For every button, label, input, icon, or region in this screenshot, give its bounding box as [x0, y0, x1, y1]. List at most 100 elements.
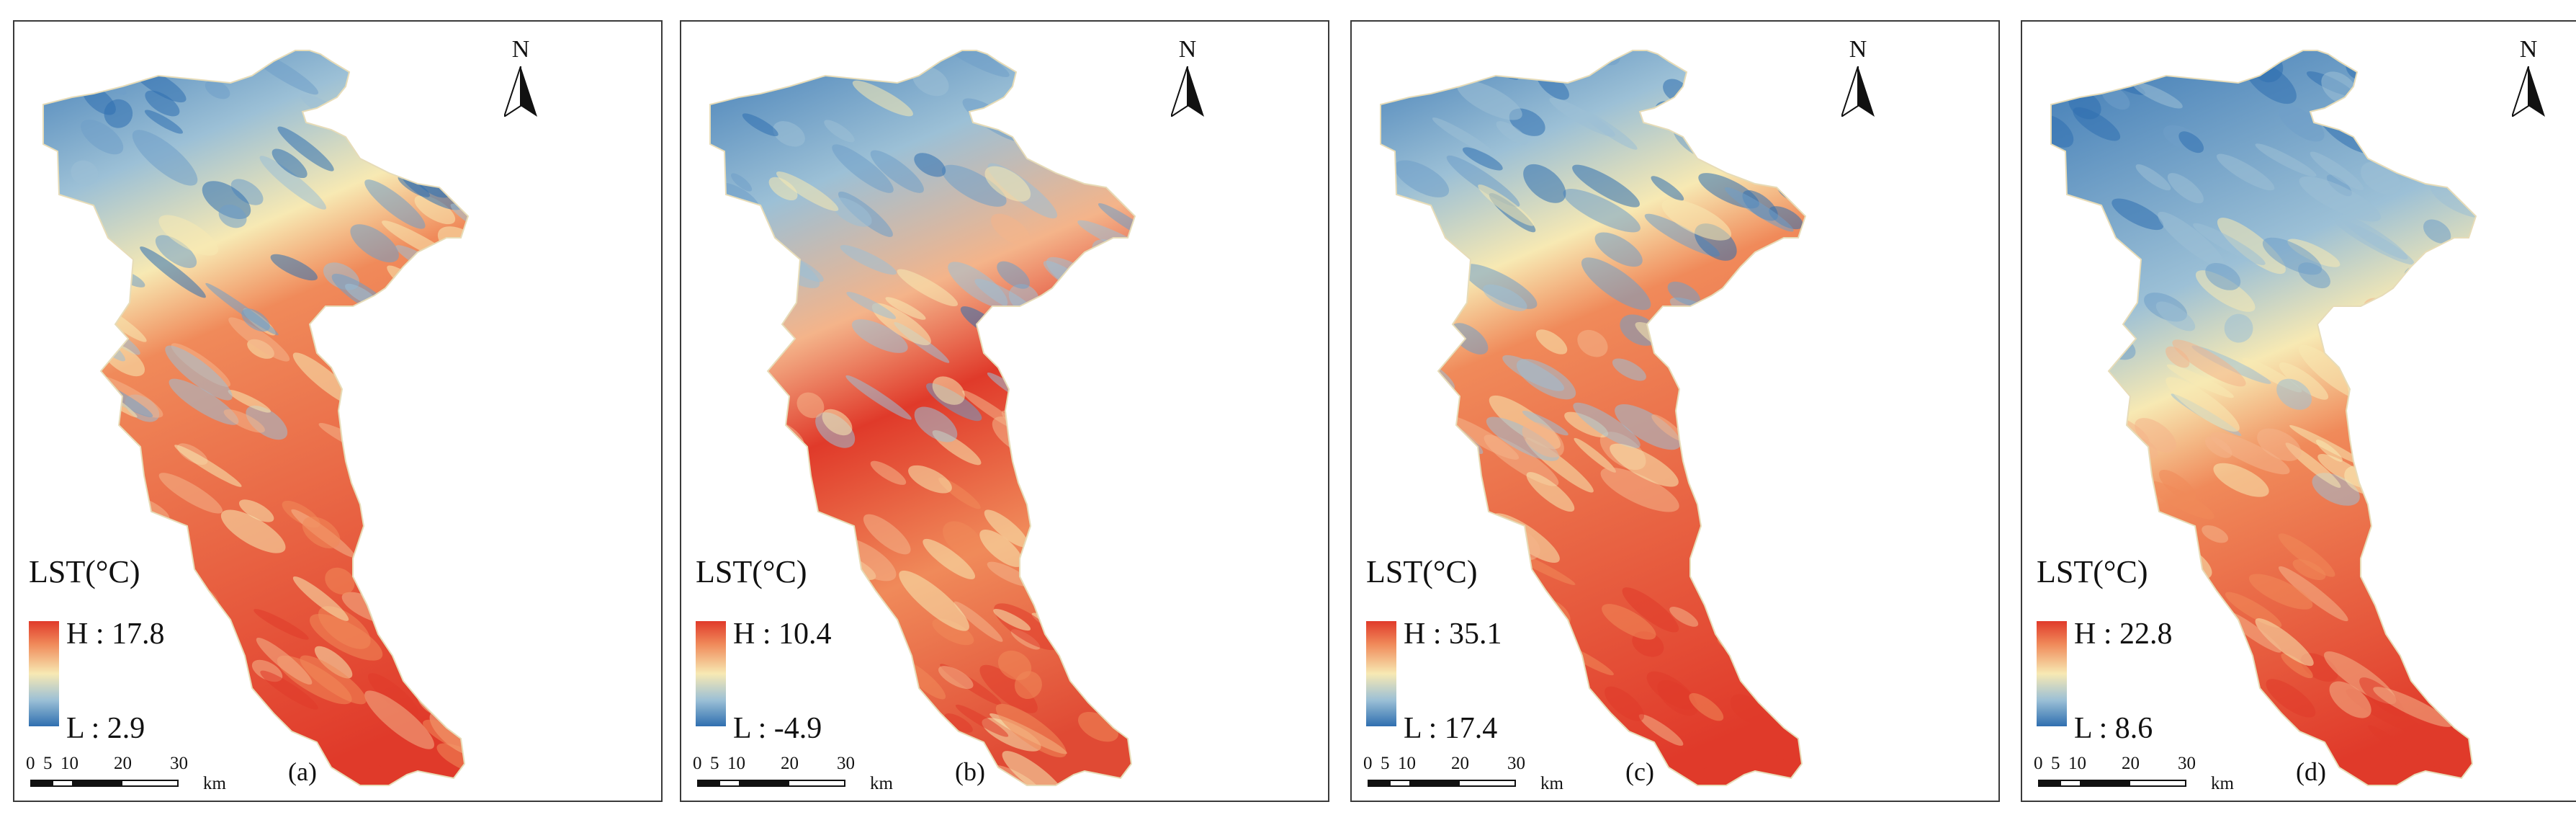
legend-title: LST(°C) — [696, 554, 807, 589]
raster-patch — [372, 50, 435, 79]
raster-patch — [2145, 481, 2214, 520]
raster-patch — [1107, 75, 1133, 97]
scale-tick: 20 — [2122, 754, 2140, 773]
raster-patch — [832, 144, 894, 193]
raster-patch — [984, 509, 1029, 548]
raster-patch — [364, 179, 426, 229]
raster-patch — [1669, 607, 1699, 627]
raster-patch — [1051, 51, 1099, 79]
raster-patch — [932, 376, 965, 405]
raster-patch — [1002, 751, 1066, 785]
scale-tick: 0 — [1363, 754, 1373, 773]
raster-patch — [1717, 602, 1761, 638]
raster-patch — [1777, 507, 1805, 543]
raster-patch — [1579, 109, 1638, 150]
raster-patch — [1002, 308, 1030, 333]
raster-patch — [1432, 117, 1495, 156]
raster-patch — [405, 457, 468, 507]
raster-patch — [367, 762, 395, 785]
raster-patch — [1526, 472, 1575, 512]
raster-patch — [2051, 316, 2107, 363]
map-raster — [43, 50, 468, 785]
raster-patch — [1687, 114, 1736, 146]
raster-patch — [2111, 198, 2164, 231]
raster-patch — [71, 160, 99, 186]
raster-patch — [2080, 477, 2156, 526]
raster-patch — [997, 650, 1032, 680]
raster-patch — [720, 467, 755, 496]
raster-patch — [1581, 257, 1651, 311]
raster-patch — [1098, 252, 1135, 300]
raster-patch — [2281, 653, 2313, 679]
raster-patch — [169, 378, 239, 425]
north-arrow: N — [495, 36, 546, 151]
raster-patch — [1383, 442, 1414, 468]
raster-patch — [710, 476, 748, 506]
raster-patch — [2060, 321, 2106, 357]
raster-patch — [1700, 767, 1736, 785]
map-panel-c: N LST(°C) H : 35.1 L : 17.4 0 5 10 20 30… — [1350, 20, 2000, 802]
raster-patch — [445, 579, 468, 612]
scale-unit: km — [870, 774, 893, 793]
raster-patch — [345, 90, 384, 122]
raster-patch — [43, 356, 84, 393]
raster-patch — [722, 50, 771, 76]
raster-patch — [49, 50, 102, 83]
raster-patch — [45, 300, 97, 343]
legend-title: LST(°C) — [1366, 554, 1478, 589]
legend-low: L : 2.9 — [66, 712, 145, 745]
raster-patch — [712, 440, 761, 478]
raster-patch — [1718, 583, 1777, 622]
raster-patch — [350, 224, 399, 263]
panel-label: (b) — [955, 757, 985, 786]
scale-segment — [1411, 780, 1458, 787]
raster-patch — [2075, 397, 2105, 420]
scale-bar: 0 5 10 20 30 km — [1363, 754, 1581, 793]
scale-tick: 10 — [727, 754, 745, 773]
legend: LST(°C) H : 10.4 L : -4.9 — [696, 554, 933, 745]
north-arrow-icon — [1841, 66, 1875, 117]
raster-patch — [2408, 351, 2448, 378]
raster-patch — [2287, 239, 2341, 267]
raster-patch — [2213, 463, 2269, 497]
raster-patch — [238, 499, 274, 522]
raster-patch — [2338, 337, 2392, 367]
raster-patch — [796, 392, 825, 419]
panel-label: (d) — [2296, 757, 2326, 786]
raster-patch — [1638, 714, 1684, 746]
raster-patch — [993, 609, 1031, 631]
scale-segment — [2060, 780, 2081, 787]
raster-patch — [2205, 262, 2241, 290]
lst-map — [2050, 50, 2477, 786]
scale-tick: 30 — [1507, 754, 1525, 773]
raster-patch — [371, 517, 426, 558]
raster-patch — [1778, 435, 1805, 481]
raster-patch — [205, 80, 230, 99]
raster-patch — [2172, 339, 2246, 387]
raster-patch — [1085, 552, 1135, 600]
raster-patch — [943, 521, 982, 557]
raster-patch — [822, 409, 853, 436]
raster-patch — [155, 235, 197, 268]
map-raster — [710, 50, 1135, 785]
scale-tick: 0 — [2034, 754, 2043, 773]
raster-patch — [43, 450, 68, 482]
raster-patch — [1064, 569, 1116, 611]
raster-patch — [73, 487, 103, 509]
raster-patch — [2166, 346, 2190, 368]
raster-patch — [2158, 469, 2196, 502]
raster-patch — [387, 265, 454, 318]
raster-patch — [2051, 435, 2087, 481]
raster-patch — [1741, 310, 1799, 349]
scale-tick: 20 — [781, 754, 799, 773]
raster-patch — [91, 487, 131, 522]
raster-patch — [899, 570, 969, 631]
legend: LST(°C) H : 35.1 L : 17.4 — [1366, 554, 1604, 745]
raster-patch — [870, 460, 907, 485]
raster-patch — [844, 631, 895, 669]
raster-patch — [1444, 414, 1520, 460]
raster-patch — [2434, 535, 2476, 573]
raster-patch — [43, 399, 60, 422]
legend-high: H : 17.8 — [66, 618, 165, 651]
raster-patch — [2397, 84, 2470, 128]
